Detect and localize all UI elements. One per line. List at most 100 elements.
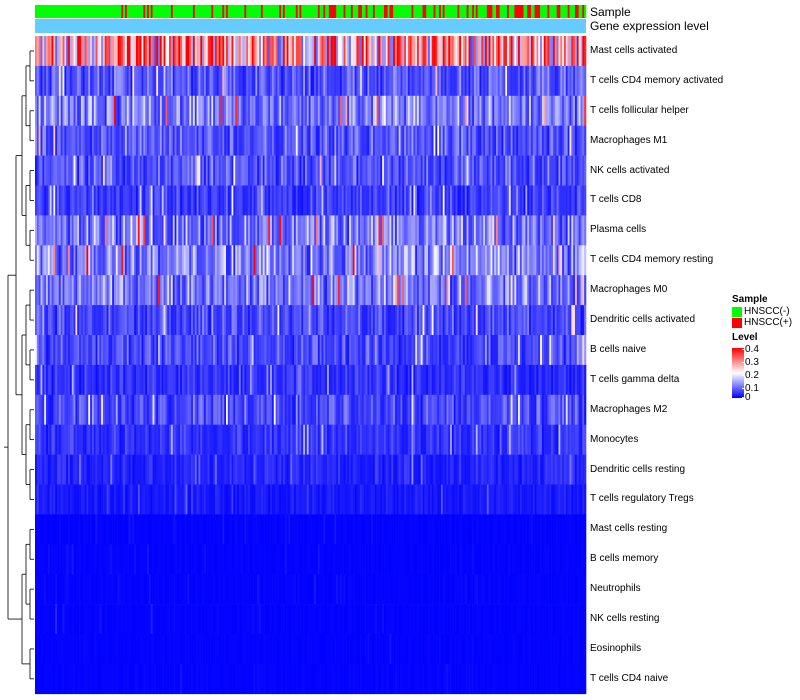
sample-cell	[213, 5, 216, 18]
heatmap-cell	[459, 454, 462, 485]
heatmap-cell	[505, 424, 508, 455]
heatmap-cell	[95, 424, 98, 455]
heatmap-cell	[505, 215, 508, 246]
heatmap-cell	[578, 305, 581, 336]
sample-cell	[185, 5, 188, 18]
sample-cell	[99, 5, 102, 18]
heatmap-cell	[183, 65, 186, 97]
heatmap-cell	[191, 305, 194, 336]
heatmap-cell	[57, 424, 60, 455]
heatmap-cell	[551, 95, 554, 126]
heatmap-cell	[428, 65, 431, 97]
heatmap-cell	[303, 394, 306, 425]
heatmap-cell	[424, 275, 427, 306]
heatmap-cell	[488, 364, 491, 396]
heatmap-cell	[290, 364, 293, 396]
heatmap-cell	[290, 245, 293, 276]
heatmap-cell	[382, 65, 385, 97]
heatmap-cell	[189, 454, 192, 485]
heatmap-cell	[121, 305, 124, 336]
heatmap-cell	[270, 125, 273, 156]
heatmap-cell	[400, 394, 403, 425]
heatmap-cell	[543, 95, 546, 126]
heatmap-cell	[475, 65, 478, 97]
heatmap-cell	[582, 454, 585, 485]
heatmap-cell	[79, 125, 82, 156]
heatmap-cell	[169, 185, 172, 216]
heatmap-cell	[286, 275, 289, 306]
heatmap-cell	[363, 36, 366, 67]
heatmap-cell	[209, 215, 212, 246]
heatmap-cell	[380, 424, 383, 455]
heatmap-cell	[475, 335, 478, 366]
heatmap-cell	[527, 335, 530, 366]
heatmap-cell	[514, 185, 517, 216]
heatmap-cell	[248, 125, 251, 156]
heatmap-cell	[113, 454, 117, 485]
heatmap-cell	[319, 454, 322, 485]
heatmap-cell	[426, 185, 429, 216]
heatmap-cell	[167, 36, 170, 67]
heatmap-cell	[49, 275, 52, 306]
heatmap-cell	[226, 245, 229, 276]
heatmap-cell	[565, 364, 568, 396]
heatmap-cell	[134, 335, 137, 366]
heatmap-cell	[446, 95, 449, 126]
heatmap-cell	[472, 275, 475, 306]
heatmap-cell	[563, 454, 567, 485]
heatmap-cell	[222, 424, 225, 455]
heatmap-cell	[244, 484, 247, 515]
heatmap-cell	[435, 36, 438, 67]
heatmap-cell	[417, 364, 420, 396]
heatmap-cell	[382, 394, 385, 425]
heatmap-cell	[64, 125, 67, 156]
heatmap-row	[35, 454, 587, 485]
heatmap-cell	[237, 335, 240, 366]
heatmap-cell	[360, 95, 363, 126]
heatmap-cell	[130, 305, 133, 336]
heatmap-cell	[293, 424, 297, 455]
heatmap-cell	[277, 65, 280, 97]
heatmap-cell	[97, 95, 100, 126]
heatmap-cell	[358, 215, 361, 246]
heatmap-cell	[569, 305, 572, 336]
heatmap-cell	[470, 155, 473, 186]
heatmap-cell	[492, 95, 495, 126]
heatmap-cell	[301, 454, 304, 485]
heatmap-cell	[159, 215, 163, 246]
heatmap-cell	[429, 36, 433, 67]
heatmap-cell	[86, 484, 89, 515]
sample-cell	[525, 5, 528, 18]
heatmap-cell	[334, 364, 337, 396]
heatmap-cell	[319, 65, 322, 97]
heatmap-cell	[301, 245, 304, 276]
heatmap-cell	[235, 215, 238, 246]
heatmap-cell	[560, 394, 563, 425]
heatmap-cell	[167, 215, 170, 246]
heatmap-cell	[473, 394, 477, 425]
heatmap-cell	[130, 454, 133, 485]
heatmap-cell	[255, 185, 258, 216]
heatmap-cell	[303, 95, 306, 126]
sample-cell	[413, 5, 416, 18]
heatmap-cell	[238, 185, 242, 216]
heatmap-cell	[356, 125, 359, 156]
heatmap-cell	[279, 36, 282, 67]
heatmap-cell	[484, 394, 488, 425]
heatmap-cell	[152, 155, 155, 186]
heatmap-cell	[90, 275, 93, 306]
heatmap-cell	[117, 215, 120, 246]
heatmap-cell	[73, 275, 76, 306]
heatmap-cell	[453, 65, 456, 97]
heatmap-cell	[69, 155, 73, 186]
heatmap-cell	[457, 335, 460, 366]
heatmap-cell	[69, 215, 73, 246]
heatmap-cell	[209, 36, 212, 67]
heatmap-cell	[205, 424, 208, 455]
heatmap-cell	[391, 215, 394, 246]
heatmap-cell	[556, 364, 559, 396]
heatmap-cell	[248, 364, 251, 396]
heatmap-cell	[150, 185, 153, 216]
heatmap-cell	[455, 364, 458, 396]
heatmap-cell	[578, 424, 581, 455]
